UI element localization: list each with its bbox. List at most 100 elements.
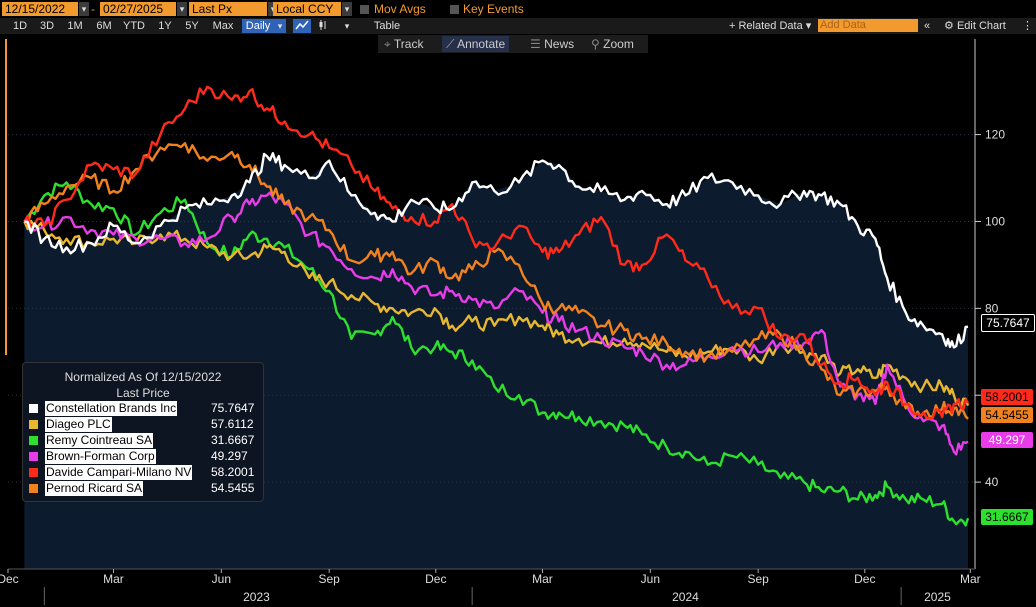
- last-value-tag-brown-forman: 49.297: [981, 432, 1033, 448]
- series-line-constellation-brands-inc: [24, 152, 969, 349]
- zoom-tool[interactable]: ⚲ Zoom: [591, 37, 634, 51]
- legend-series-value: 49.297: [211, 449, 248, 463]
- top-toolbar: 12/15/2022 ▾ - 02/27/2025 ▾ Last Px ▾ Lo…: [0, 0, 1036, 18]
- x-tick-label: Jun: [212, 572, 231, 586]
- currency-dropdown[interactable]: ▾: [342, 2, 352, 16]
- collapse-icon[interactable]: «: [924, 20, 931, 32]
- x-year-label: 2023: [243, 590, 270, 604]
- legend-swatch: [29, 420, 38, 429]
- table-button[interactable]: Table: [373, 20, 401, 32]
- edit-chart-button[interactable]: ⚙ Edit Chart: [944, 19, 1006, 33]
- end-date-dropdown[interactable]: ▾: [177, 2, 187, 16]
- start-date-dropdown[interactable]: ▾: [79, 2, 89, 16]
- x-year-label: 2024: [672, 590, 699, 604]
- legend-swatch: [29, 404, 38, 413]
- related-data-button[interactable]: + Related Data ▾: [729, 20, 812, 32]
- x-tick-label: Jun: [641, 572, 660, 586]
- last-value-tag-remy: 31.6667: [981, 509, 1033, 525]
- x-tick-label: Dec: [854, 572, 875, 586]
- related-data-label: + Related Data: [729, 20, 803, 32]
- legend-swatch: [29, 468, 38, 477]
- x-year-label: 2025: [924, 590, 951, 604]
- range-toolbar: 1D 3D 1M 6M YTD 1Y 5Y Max Daily ▾ ▾ Tabl…: [0, 18, 1036, 34]
- date-separator: -: [91, 2, 95, 16]
- x-tick-label: Sep: [318, 572, 340, 586]
- currency-select[interactable]: Local CCY: [273, 2, 341, 16]
- price-field-select[interactable]: Last Px: [189, 2, 267, 16]
- y-tick-label: 100: [985, 214, 1005, 228]
- mov-avgs-label[interactable]: Mov Avgs: [374, 2, 426, 16]
- annotate-tool[interactable]: ⟋ Annotate: [442, 36, 510, 52]
- legend-row[interactable]: Davide Campari-Milano NV 58.2001: [27, 465, 259, 480]
- series-line-pernod-ricard-sa: [23, 142, 969, 420]
- legend-series-value: 54.5455: [211, 481, 255, 495]
- series-line-davide-campari-milano-nv: [23, 85, 969, 420]
- track-label: Track: [393, 37, 424, 51]
- x-tick-label: Dec: [0, 572, 19, 586]
- annotate-label: Annotate: [457, 37, 506, 51]
- legend-series-name: Brown-Forman Corp: [45, 449, 156, 464]
- add-data-input[interactable]: Add Data: [818, 19, 918, 32]
- crosshair-icon: ⌖: [384, 37, 391, 51]
- mov-avgs-checkbox[interactable]: [360, 5, 369, 14]
- legend-subtitle: Last Price: [116, 386, 170, 400]
- chart-legend[interactable]: Normalized As Of 12/15/2022 Last Price C…: [22, 362, 264, 502]
- x-tick-label: Sep: [747, 572, 769, 586]
- frequency-dropdown[interactable]: ▾: [274, 19, 286, 33]
- legend-series-name: Davide Campari-Milano NV: [45, 465, 193, 480]
- y-tick-label: 40: [985, 475, 999, 489]
- range-1y-button[interactable]: 1Y: [158, 20, 172, 32]
- last-value-tag-pernod: 54.5455: [981, 407, 1033, 423]
- track-tool[interactable]: ⌖ Track: [384, 37, 423, 51]
- legend-series-name: Pernod Ricard SA: [45, 481, 144, 496]
- x-tick-label: Mar: [103, 572, 124, 586]
- legend-swatch: [29, 484, 38, 493]
- candlestick-icon[interactable]: [316, 19, 330, 33]
- x-tick-label: Mar: [532, 572, 553, 586]
- legend-row[interactable]: Remy Cointreau SA 31.6667: [27, 433, 259, 448]
- legend-row[interactable]: Constellation Brands Inc 75.7647: [27, 401, 259, 416]
- last-value-tag-campari: 58.2001: [981, 389, 1033, 405]
- zoom-label: Zoom: [603, 37, 634, 51]
- legend-series-name: Diageo PLC: [45, 417, 112, 432]
- key-events-label[interactable]: Key Events: [463, 2, 524, 16]
- frequency-select[interactable]: Daily: [242, 19, 274, 33]
- x-tick-label: Dec: [425, 572, 446, 586]
- range-max-button[interactable]: Max: [212, 20, 234, 32]
- series-line-remy-cointreau-sa: [23, 181, 970, 527]
- line-chart-icon[interactable]: [293, 19, 311, 33]
- range-6m-button[interactable]: 6M: [96, 20, 112, 32]
- news-tool[interactable]: ☰ News: [530, 37, 574, 51]
- legend-swatch: [29, 452, 38, 461]
- x-tick-label: Mar: [960, 572, 981, 586]
- legend-series-name: Constellation Brands Inc: [45, 401, 178, 416]
- last-value-tag-constellation: 75.7647: [981, 314, 1035, 332]
- news-icon: ☰: [530, 37, 541, 51]
- key-events-checkbox[interactable]: [450, 5, 459, 14]
- y-tick-label: 120: [985, 128, 1005, 142]
- legend-row[interactable]: Pernod Ricard SA 54.5455: [27, 481, 259, 496]
- range-ytd-button[interactable]: YTD: [123, 20, 145, 32]
- start-date-field[interactable]: 12/15/2022: [2, 2, 78, 16]
- annotation-toolbar: ⌖ Track ⟋ Annotate ☰ News ⚲ Zoom: [378, 35, 648, 53]
- chart-type-dropdown[interactable]: ▾: [344, 21, 350, 31]
- end-date-field[interactable]: 02/27/2025: [100, 2, 176, 16]
- price-chart[interactable]: 406080100120DecMarJunSepDecMarJunSepDecM…: [0, 35, 1036, 607]
- pencil-icon: ⟋: [446, 37, 455, 51]
- legend-row[interactable]: Diageo PLC 57.6112: [27, 417, 259, 432]
- range-1d-button[interactable]: 1D: [12, 20, 28, 32]
- legend-series-value: 58.2001: [211, 465, 255, 479]
- gear-icon: ⚙: [944, 20, 954, 32]
- more-options-icon[interactable]: ⋮: [1022, 20, 1033, 32]
- legend-row[interactable]: Brown-Forman Corp 49.297: [27, 449, 259, 464]
- range-1m-button[interactable]: 1M: [67, 20, 83, 32]
- edit-chart-label: Edit Chart: [956, 20, 1006, 32]
- legend-series-value: 57.6112: [211, 417, 254, 431]
- range-3d-button[interactable]: 3D: [39, 20, 55, 32]
- y-tick-label: 80: [985, 301, 999, 315]
- legend-series-name: Remy Cointreau SA: [45, 433, 154, 448]
- range-5y-button[interactable]: 5Y: [185, 20, 199, 32]
- news-label: News: [544, 37, 575, 51]
- legend-swatch: [29, 436, 38, 445]
- magnifier-icon: ⚲: [591, 37, 600, 51]
